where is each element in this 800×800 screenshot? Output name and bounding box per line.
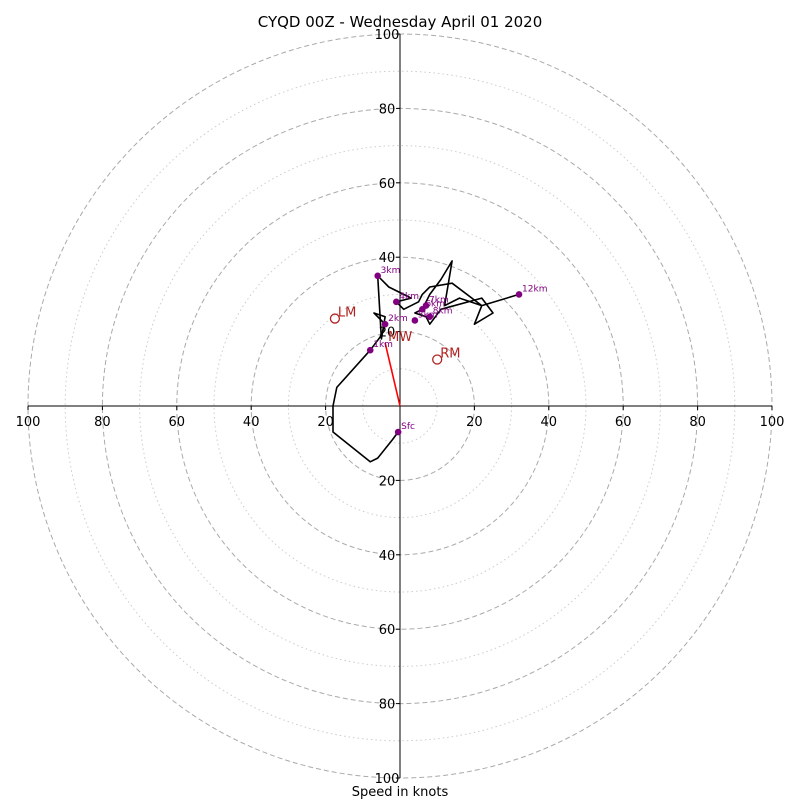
x-tick-label: 100 <box>16 415 41 430</box>
storm-motion-label: LM <box>338 306 356 321</box>
height-marker-dot <box>394 428 402 436</box>
storm-motion-label: RM <box>440 347 460 362</box>
height-marker-dot <box>374 272 381 280</box>
tick-labels: 100 80 60 40 20 20 40 60 80 100100806040202040608… <box>16 28 785 787</box>
height-marker-label: 1km <box>373 340 393 350</box>
y-tick-label: 80 <box>379 102 396 117</box>
storm-motion-line <box>384 342 401 407</box>
storm-motion-vector <box>384 342 401 407</box>
height-marker-label: 7km <box>429 296 449 306</box>
height-marker-label: 12km <box>522 284 547 294</box>
y-tick-label: 60 <box>379 177 396 192</box>
height-marker-dot <box>515 291 523 298</box>
x-tick-label: 100 <box>760 415 785 430</box>
height-marker-dot <box>366 346 374 354</box>
storm-motion-marker <box>432 354 443 365</box>
y-tick-label: 40 <box>379 251 396 266</box>
y-tick-label: 100 <box>375 28 400 43</box>
x-tick-label: 40 <box>243 415 260 430</box>
x-tick-label: 80 <box>689 415 706 430</box>
profile-line <box>332 260 520 463</box>
height-marker-dot <box>411 317 419 324</box>
y-tick-label: 60 <box>379 623 396 638</box>
storm-motion-markers: LM RM MW <box>329 306 460 365</box>
height-marker-label: 3km <box>381 266 401 276</box>
chart-title: CYQD 00Z - Wednesday April 01 2020 <box>258 13 543 31</box>
height-markers: Sfc1km2km3km4km5km6km7km8km12km <box>366 266 547 436</box>
storm-motion-label: MW <box>388 330 412 345</box>
x-tick-label: 20 <box>317 415 334 430</box>
height-marker-label: 6km <box>425 299 445 309</box>
x-tick-label: 40 <box>541 415 558 430</box>
height-marker-dot <box>426 313 434 321</box>
x-tick-label: 80 <box>94 415 111 430</box>
wind-profile <box>332 260 520 463</box>
height-marker-dot <box>381 320 389 328</box>
y-tick-label: 100 <box>375 772 400 787</box>
y-tick-label: 80 <box>379 698 396 713</box>
x-tick-label: 60 <box>169 415 186 430</box>
y-tick-label: 40 <box>379 549 396 564</box>
height-marker-label: 8km <box>433 307 453 317</box>
x-axis-label: Speed in knots <box>352 785 449 800</box>
height-marker-dot <box>422 302 430 309</box>
y-tick-label: 20 <box>379 474 396 489</box>
height-marker-label: 4km <box>399 292 419 302</box>
storm-motion-marker <box>329 313 341 324</box>
height-marker-label: 2km <box>388 314 408 324</box>
x-tick-label: 60 <box>615 415 632 430</box>
height-marker-dot <box>392 298 400 306</box>
height-marker-label: Sfc <box>401 422 415 432</box>
x-tick-label: 20 <box>466 415 483 430</box>
